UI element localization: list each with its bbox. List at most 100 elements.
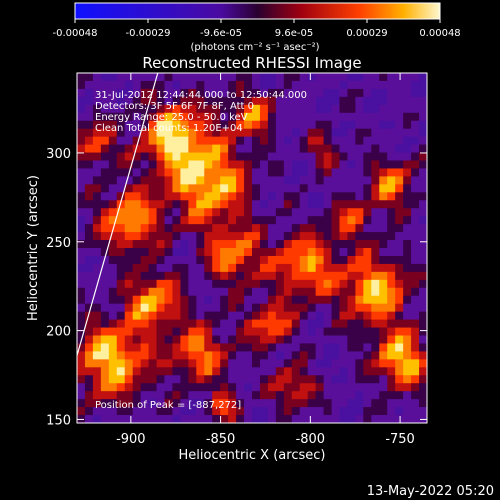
- heatmap-cell: [77, 263, 86, 273]
- heatmap-cell: [220, 128, 229, 138]
- heatmap-cell: [331, 120, 340, 130]
- heatmap-cell: [100, 152, 110, 161]
- heatmap-cell: [108, 168, 118, 177]
- heatmap-cell: [323, 80, 332, 90]
- heatmap-cell: [379, 279, 388, 289]
- heatmap-cell: [411, 192, 420, 201]
- heatmap-cell: [307, 176, 317, 185]
- heatmap-cell: [100, 96, 110, 106]
- heatmap-cell: [387, 327, 396, 336]
- heatmap-cell: [236, 248, 245, 257]
- heatmap-cell: [363, 287, 372, 297]
- heatmap-cell: [188, 208, 197, 217]
- heatmap-cell: [196, 200, 205, 209]
- heatmap-cell: [236, 415, 245, 423]
- heatmap-cell: [116, 311, 126, 320]
- heatmap-cell: [291, 319, 301, 328]
- heatmap-cell: [419, 359, 427, 368]
- heatmap-cell: [419, 104, 427, 114]
- heatmap-cell: [212, 152, 221, 161]
- heatmap-cell: [339, 200, 348, 209]
- heatmap-cell: [212, 232, 221, 241]
- heatmap-cell: [379, 208, 388, 217]
- heatmap-cell: [323, 351, 332, 360]
- heatmap-cell: [148, 184, 157, 193]
- heatmap-cell: [228, 248, 237, 257]
- heatmap-cell: [180, 311, 189, 320]
- heatmap-cell: [77, 359, 86, 368]
- heatmap-cell: [347, 128, 356, 138]
- heatmap-cell: [244, 152, 253, 161]
- heatmap-cell: [84, 415, 94, 423]
- heatmap-cell: [148, 367, 157, 376]
- heatmap-cell: [188, 160, 197, 169]
- heatmap-cell: [220, 295, 229, 305]
- heatmap-cell: [116, 80, 126, 90]
- heatmap-cell: [363, 192, 372, 201]
- heatmap-cell: [339, 136, 348, 145]
- heatmap-cell: [212, 200, 221, 209]
- heatmap-cell: [204, 351, 213, 360]
- heatmap-cell: [116, 224, 126, 233]
- heatmap-cell: [124, 152, 134, 161]
- heatmap-cell: [299, 415, 309, 423]
- heatmap-cell: [244, 359, 253, 368]
- heatmap-cell: [419, 128, 427, 138]
- heatmap-cell: [124, 279, 134, 289]
- heatmap-cell: [188, 200, 197, 209]
- heatmap-cell: [172, 88, 181, 98]
- heatmap-cell: [387, 104, 396, 114]
- heatmap-cell: [259, 248, 269, 257]
- heatmap-cell: [92, 73, 102, 82]
- heatmap-cell: [411, 208, 420, 217]
- heatmap-cell: [108, 407, 118, 416]
- heatmap-cell: [259, 415, 269, 423]
- heatmap-cell: [116, 263, 126, 273]
- heatmap-cell: [100, 367, 110, 376]
- heatmap-cell: [212, 407, 221, 416]
- heatmap-cell: [124, 359, 134, 368]
- heatmap-cell: [331, 295, 340, 305]
- heatmap-cell: [172, 200, 181, 209]
- heatmap-cell: [419, 120, 427, 130]
- heatmap-cell: [339, 104, 348, 114]
- heatmap-cell: [387, 232, 396, 241]
- colorbar-tick-label: 9.6e-05: [275, 28, 313, 39]
- heatmap-cell: [228, 271, 237, 281]
- heatmap-cell: [212, 415, 221, 423]
- heatmap-cell: [228, 88, 237, 98]
- heatmap-cell: [395, 152, 404, 161]
- heatmap-cell: [403, 240, 412, 249]
- heatmap-cell: [252, 224, 261, 233]
- heatmap-cell: [212, 367, 221, 376]
- heatmap-cell: [92, 224, 102, 233]
- heatmap-cell: [283, 104, 293, 114]
- heatmap-cell: [323, 112, 332, 122]
- heatmap-cell: [212, 73, 221, 82]
- heatmap-cell: [307, 73, 317, 82]
- heatmap-cell: [244, 303, 253, 313]
- heatmap-cell: [77, 319, 86, 328]
- heatmap-cell: [347, 279, 356, 289]
- heatmap-cell: [275, 271, 285, 281]
- heatmap-cell: [379, 176, 388, 185]
- heatmap-cell: [236, 232, 245, 241]
- heatmap-cell: [371, 407, 380, 416]
- heatmap-cell: [291, 311, 301, 320]
- heatmap-cell: [387, 120, 396, 130]
- heatmap-cell: [387, 112, 396, 122]
- heatmap-cell: [419, 96, 427, 106]
- heatmap-cell: [347, 120, 356, 130]
- heatmap-cell: [100, 351, 110, 360]
- heatmap-cell: [108, 295, 118, 305]
- heatmap-cell: [77, 136, 86, 145]
- heatmap-cell: [228, 73, 237, 82]
- heatmap-cell: [108, 327, 118, 336]
- heatmap-cell: [395, 176, 404, 185]
- heatmap-cell: [212, 104, 221, 114]
- heatmap-cell: [347, 407, 356, 416]
- heatmap-cell: [403, 391, 412, 400]
- heatmap-cell: [395, 295, 404, 305]
- heatmap-cell: [124, 240, 134, 249]
- heatmap-cell: [379, 375, 388, 384]
